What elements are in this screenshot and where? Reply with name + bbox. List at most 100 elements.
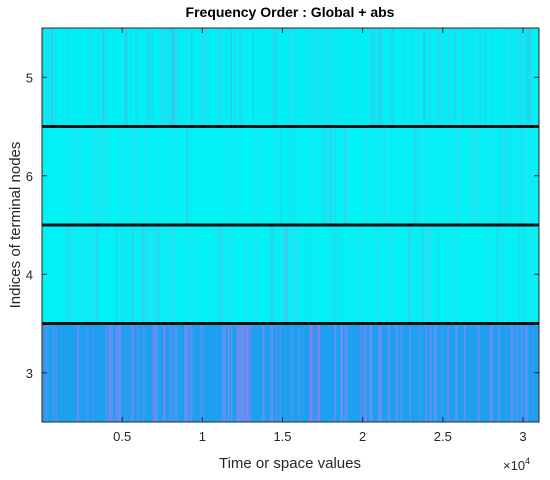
heatmap-cell [426, 126, 430, 225]
heatmap-cell [411, 28, 413, 127]
heatmap-cell [294, 28, 296, 127]
heatmap-cell [340, 28, 343, 127]
heatmap-cell [322, 126, 326, 225]
heatmap-cell [105, 323, 108, 422]
heatmap-cell [191, 225, 194, 324]
heatmap-cell [417, 28, 421, 127]
heatmap-cell [104, 28, 107, 127]
heatmap-cell [520, 225, 522, 324]
heatmap-cell [121, 225, 124, 324]
heatmap-cell [221, 225, 223, 324]
heatmap-cell [519, 126, 523, 225]
heatmap-cell [238, 28, 240, 127]
heatmap-cell [291, 225, 293, 324]
y-tick-label: 6 [26, 169, 33, 184]
heatmap-cell [274, 28, 276, 127]
heatmap-cell [447, 28, 451, 127]
heatmap-cell [86, 225, 89, 324]
heatmap-cell [236, 323, 237, 422]
heatmap-cell [380, 323, 383, 422]
heatmap-cell [434, 126, 437, 225]
heatmap-cell [175, 28, 179, 127]
heatmap-cell [452, 225, 456, 324]
x-axis-exponent: ×104 [503, 456, 530, 473]
heatmap-cell [505, 126, 508, 225]
heatmap-cell [270, 225, 274, 324]
heatmap-cell [403, 28, 405, 127]
heatmap-cell [346, 126, 349, 225]
heatmap-cell [422, 28, 426, 127]
heatmap-cell [243, 225, 246, 324]
heatmap-cell [391, 126, 393, 225]
heatmap-cell [290, 323, 293, 422]
heatmap-cell [74, 126, 77, 225]
heatmap-cell [230, 28, 232, 127]
heatmap-cell [152, 323, 155, 422]
heatmap-cell [376, 126, 379, 225]
heatmap-cell [156, 126, 159, 225]
heatmap-cell [298, 323, 300, 422]
heatmap-cell [186, 323, 188, 422]
heatmap-cell [408, 126, 410, 225]
heatmap-cell [108, 323, 112, 422]
heatmap-cell [120, 126, 122, 225]
heatmap-cell [114, 323, 118, 422]
heatmap-cell [311, 126, 312, 225]
heatmap-cell [150, 225, 154, 324]
heatmap-cell [520, 28, 524, 127]
heatmap-cell [372, 28, 375, 127]
heatmap-cell [154, 323, 158, 422]
heatmap-cell [148, 225, 150, 324]
heatmap-cell [378, 323, 381, 422]
heatmap-cell [480, 126, 482, 225]
heatmap-cell [468, 28, 469, 127]
heatmap-cell [108, 126, 111, 225]
x-axis-exponent-power: 4 [525, 456, 530, 466]
heatmap-cell [55, 323, 57, 422]
heatmap-cell [355, 225, 358, 324]
heatmap-cell [205, 28, 207, 127]
heatmap-cell [525, 126, 528, 225]
heatmap-cell [334, 126, 337, 225]
heatmap-cell [490, 323, 493, 422]
heatmap-cell [518, 28, 521, 127]
heatmap-cell [222, 225, 226, 324]
heatmap-cell [230, 323, 233, 422]
heatmap-cell [193, 126, 195, 225]
heatmap-cell [529, 28, 532, 127]
heatmap-cell [184, 225, 185, 324]
heatmap-cell [129, 225, 133, 324]
heatmap-cell [80, 225, 83, 324]
heatmap-cell [157, 225, 161, 324]
heatmap-cell [239, 323, 241, 422]
heatmap-cell [389, 225, 391, 324]
heatmap-cell [118, 323, 122, 422]
heatmap-cell [353, 28, 356, 127]
heatmap-cell [326, 28, 328, 127]
heatmap-cell [321, 28, 322, 127]
heatmap-cell [188, 126, 191, 225]
heatmap-row-4-texture [56, 225, 533, 324]
heatmap-cell [518, 225, 521, 324]
heatmap-cell [160, 28, 163, 127]
heatmap-cell [476, 126, 480, 225]
heatmap-cell [174, 28, 176, 127]
heatmap-cell [448, 126, 450, 225]
heatmap-cell [446, 126, 449, 225]
heatmap-cell [142, 225, 145, 324]
heatmap-cell [163, 126, 165, 225]
heatmap-cell [385, 126, 388, 225]
heatmap-cell [56, 225, 57, 324]
heatmap-cell [490, 126, 494, 225]
heatmap-cell [190, 323, 193, 422]
heatmap-cell [89, 225, 91, 324]
heatmap-cell [97, 126, 100, 225]
heatmap-cell [137, 323, 139, 422]
heatmap-cell [523, 225, 525, 324]
heatmap-cell [274, 126, 276, 225]
heatmap-cell [252, 28, 255, 127]
heatmap-cell [288, 28, 291, 127]
heatmap-cell [467, 126, 470, 225]
heatmap-cell [288, 126, 290, 225]
heatmap-cell [257, 126, 259, 225]
